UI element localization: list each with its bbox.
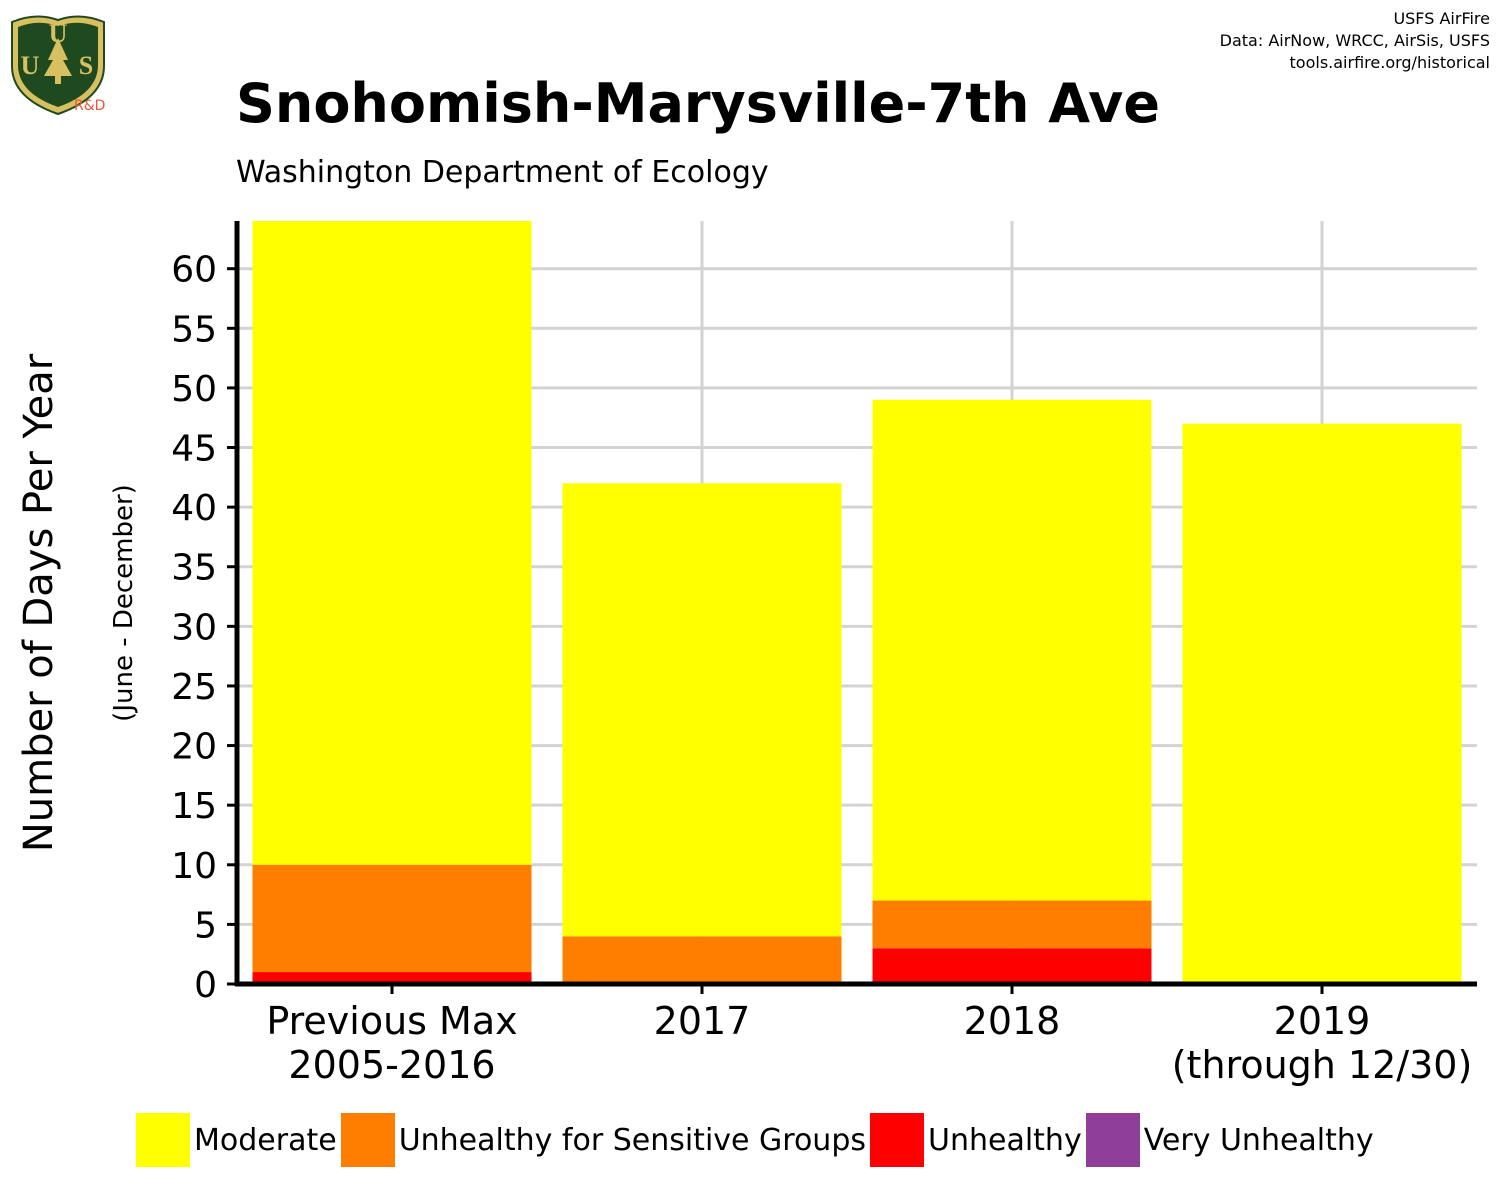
forest-service-shield-icon: U U S xyxy=(11,15,105,116)
bar-segment xyxy=(252,864,532,973)
y-axis-sublabel: (June - December) xyxy=(109,484,139,722)
y-tick-label: 60 xyxy=(171,250,217,291)
y-axis-label: Number of Days Per Year xyxy=(16,353,62,852)
axes xyxy=(227,221,1477,994)
bar-segment xyxy=(252,221,532,865)
legend-label: Unhealthy for Sensitive Groups xyxy=(398,1122,866,1158)
x-tick-label: Previous Max xyxy=(266,999,517,1043)
legend-label: Very Unhealthy xyxy=(1143,1122,1374,1158)
y-tick-label: 0 xyxy=(194,965,217,1006)
legend-label: Moderate xyxy=(194,1122,337,1158)
y-tick-label: 20 xyxy=(171,727,217,768)
svg-text:S: S xyxy=(79,51,93,80)
x-tick-label: (through 12/30) xyxy=(1172,1043,1473,1087)
rd-badge: R&D xyxy=(74,98,106,114)
legend: Moderate Unhealthy for Sensitive Groups … xyxy=(136,1113,1378,1167)
bar-segment xyxy=(562,483,842,937)
legend-item-unhealthy: Unhealthy xyxy=(870,1113,1082,1167)
tree-icon xyxy=(44,38,72,84)
y-tick-labels: 0 5 10 15 20 25 30 35 40 45 50 55 60 xyxy=(171,250,217,1006)
legend-item-usg: Unhealthy for Sensitive Groups xyxy=(340,1113,866,1167)
bar-segment xyxy=(1182,423,1462,984)
usfs-logo: U U S R&D xyxy=(6,8,110,120)
credits: USFS AirFire Data: AirNow, WRCC, AirSis,… xyxy=(1220,8,1490,74)
chart-title: Snohomish-Marysville-7th Ave xyxy=(236,72,1160,135)
y-tick-label: 45 xyxy=(171,429,217,470)
x-tick-label: 2017 xyxy=(654,999,751,1043)
x-tick-label: 2018 xyxy=(964,999,1061,1043)
credit-line: USFS AirFire xyxy=(1393,9,1490,28)
svg-text:U: U xyxy=(49,19,68,48)
bar-segment xyxy=(872,948,1152,984)
credit-line: Data: AirNow, WRCC, AirSis, USFS xyxy=(1219,31,1490,50)
y-tick-label: 50 xyxy=(171,369,217,410)
y-tick-label: 40 xyxy=(171,488,217,529)
bar-segment xyxy=(872,399,1152,901)
legend-swatch xyxy=(340,1113,395,1167)
legend-swatch xyxy=(1085,1113,1140,1167)
y-tick-label: 30 xyxy=(171,607,217,648)
legend-swatch xyxy=(136,1113,190,1167)
legend-item-moderate: Moderate xyxy=(136,1113,337,1167)
y-tick-label: 10 xyxy=(171,846,217,887)
bar-segment xyxy=(562,936,842,984)
svg-text:U: U xyxy=(21,51,40,80)
y-tick-label: 25 xyxy=(171,667,217,708)
bar-segment xyxy=(252,972,532,984)
legend-label: Unhealthy xyxy=(928,1122,1082,1158)
legend-swatch xyxy=(870,1113,924,1167)
y-tick-label: 35 xyxy=(171,548,217,589)
credit-line: tools.airfire.org/historical xyxy=(1289,53,1490,72)
bar-segment xyxy=(872,900,1152,949)
x-tick-label: 2005-2016 xyxy=(288,1043,495,1087)
y-tick-label: 5 xyxy=(194,905,217,946)
y-tick-label: 55 xyxy=(171,309,217,350)
y-tick-label: 15 xyxy=(171,786,217,827)
chart-subtitle: Washington Department of Ecology xyxy=(236,155,769,190)
x-tick-label: 2019 xyxy=(1274,999,1371,1043)
bars xyxy=(252,221,1462,984)
legend-item-very-unhealthy: Very Unhealthy xyxy=(1085,1113,1374,1167)
